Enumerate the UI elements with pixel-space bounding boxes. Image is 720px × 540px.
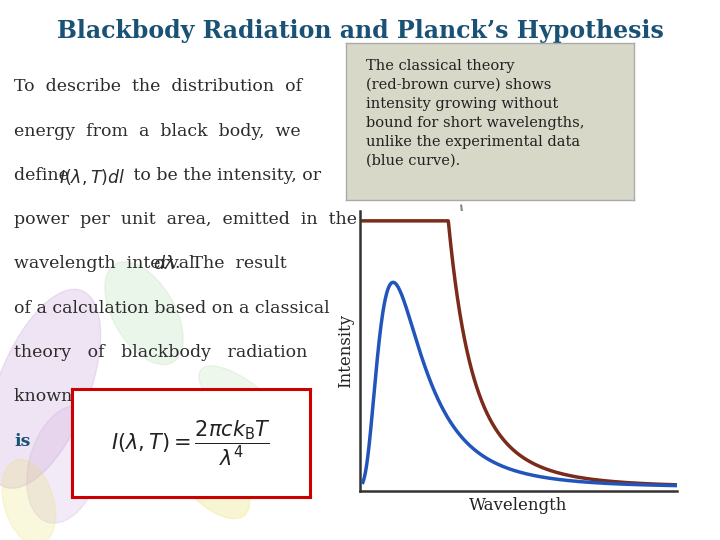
Ellipse shape [2,460,55,540]
Text: $I(\lambda,T)dl$: $I(\lambda,T)dl$ [59,167,125,187]
Ellipse shape [105,262,183,364]
Text: is: is [14,433,31,449]
Ellipse shape [0,289,101,488]
Text: known  as  the: known as the [14,388,153,405]
Text: Rayleigh–Jeans law: Rayleigh–Jeans law [117,388,303,405]
Text: define: define [14,167,75,184]
Text: to be the intensity, or: to be the intensity, or [128,167,321,184]
Text: wavelength  interval: wavelength interval [14,255,206,272]
Text: $I(\lambda,T) = \dfrac{2\pi c k_{\mathrm{B}} T}{\lambda^4}$: $I(\lambda,T) = \dfrac{2\pi c k_{\mathrm… [111,418,271,468]
X-axis label: Wavelength: Wavelength [469,497,567,514]
Text: Blackbody Radiation and Planck’s Hypothesis: Blackbody Radiation and Planck’s Hypothe… [57,19,663,43]
Ellipse shape [27,406,103,523]
Ellipse shape [168,432,250,518]
Y-axis label: Intensity: Intensity [338,314,354,388]
Ellipse shape [199,366,291,444]
Text: The classical theory
(red-brown curve) shows
intensity growing without
bound for: The classical theory (red-brown curve) s… [366,59,584,167]
Text: theory   of   blackbody   radiation: theory of blackbody radiation [14,344,307,361]
Text: .  The  result: . The result [175,255,287,272]
Text: energy  from  a  black  body,  we: energy from a black body, we [14,123,301,139]
Text: $d\lambda$: $d\lambda$ [153,255,175,273]
Text: power  per  unit  area,  emitted  in  the: power per unit area, emitted in the [14,211,357,228]
Text: of a calculation based on a classical: of a calculation based on a classical [14,300,330,316]
Text: To  describe  the  distribution  of: To describe the distribution of [14,78,302,95]
